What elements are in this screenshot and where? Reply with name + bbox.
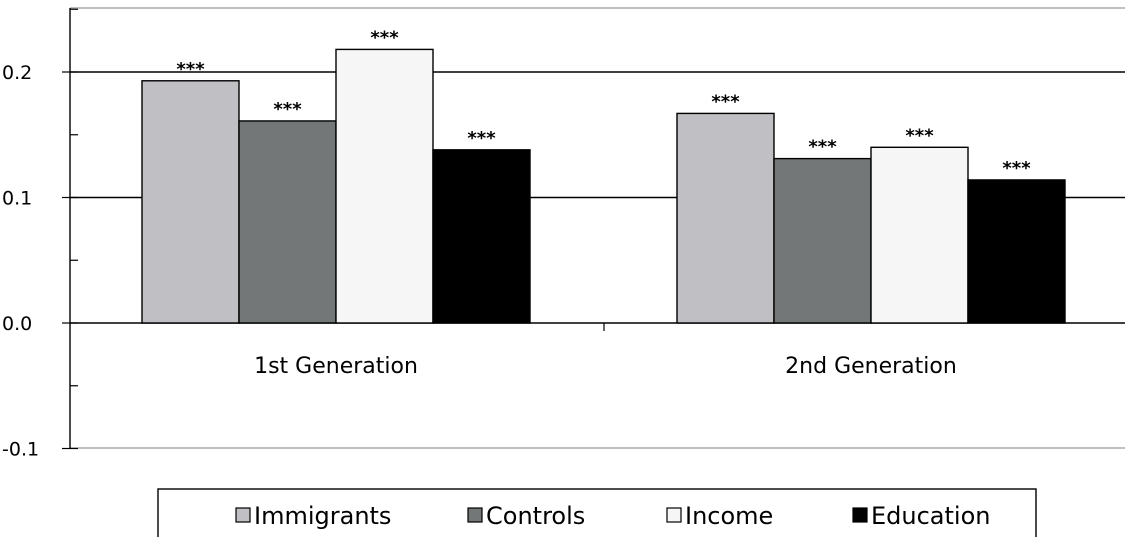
significance-label: *** — [808, 137, 837, 158]
category-label: 2nd Generation — [785, 354, 957, 379]
legend-swatch-income — [666, 507, 682, 523]
legend-box — [157, 488, 1037, 537]
significance-label: *** — [905, 125, 934, 146]
significance-label: *** — [467, 128, 496, 149]
category-label: 1st Generation — [254, 354, 418, 379]
y-tick-label: 0.0 — [2, 313, 32, 335]
significance-label: *** — [176, 59, 205, 80]
legend-swatch-controls — [467, 507, 483, 523]
significance-label: *** — [711, 91, 740, 112]
y-tick-label: -0.1 — [2, 439, 39, 461]
bars — [141, 48, 1066, 324]
data-labels: *** *** *** *** 1st Generation *** *** *** *** 2n… — [176, 27, 1031, 379]
legend-label-income: Income — [685, 502, 773, 530]
significance-label: *** — [273, 99, 302, 120]
legend-label-education: Education — [871, 502, 990, 530]
bar-controls-1 — [238, 120, 337, 324]
legend-swatch-education — [852, 507, 868, 523]
bar-immigrants-1 — [141, 80, 240, 324]
bar-education-1 — [432, 149, 531, 324]
bar-education-2 — [967, 179, 1066, 324]
legend-label-immigrants: Immigrants — [254, 502, 391, 530]
bar-controls-2 — [773, 157, 872, 324]
y-tick-label: 0.2 — [2, 62, 32, 84]
bar-income-1 — [335, 48, 434, 324]
legend: Immigrants Controls Income Education — [157, 488, 1037, 537]
y-axis: -0.1 0.0 0.1 0.2 — [2, 8, 78, 461]
legend-label-controls: Controls — [486, 502, 585, 530]
y-tick-label: 0.1 — [2, 188, 32, 210]
bar-immigrants-2 — [676, 112, 775, 324]
significance-label: *** — [1002, 158, 1031, 179]
bar-income-2 — [870, 146, 969, 324]
legend-swatch-immigrants — [235, 507, 251, 523]
significance-label: *** — [370, 27, 399, 48]
